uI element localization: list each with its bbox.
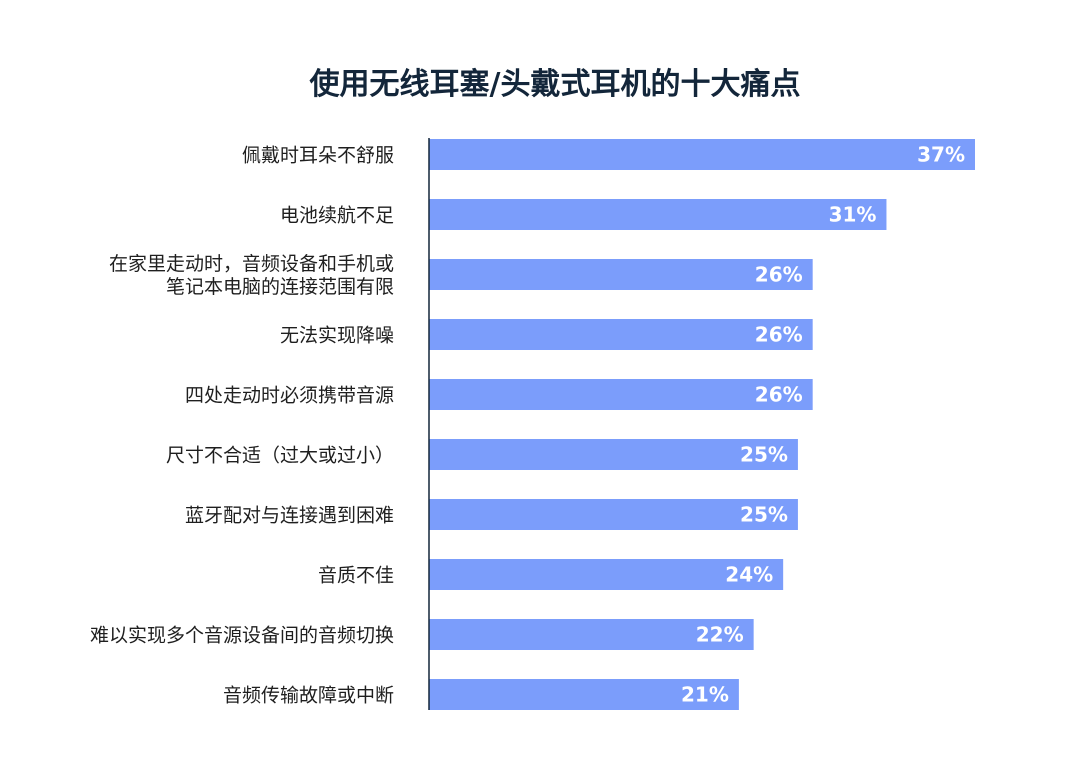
category-label: 在家里走动时，音频设备和手机或	[109, 253, 394, 275]
bar-value-label: 31%	[829, 203, 877, 227]
bar	[429, 619, 754, 650]
bar	[429, 259, 813, 290]
category-label: 难以实现多个音源设备间的音频切换	[90, 625, 394, 647]
bar-value-label: 26%	[755, 263, 803, 287]
bar-value-label: 26%	[755, 383, 803, 407]
value-labels: 37% 31% 26% 26% 26% 25% 25% 24% 22% 21%	[681, 143, 965, 707]
bar-value-label: 37%	[917, 143, 965, 167]
category-label: 音质不佳	[318, 565, 394, 587]
category-label: 电池续航不足	[280, 205, 394, 227]
bar	[429, 319, 813, 350]
bar-value-label: 22%	[696, 623, 744, 647]
category-labels: 佩戴时耳朵不舒服电池续航不足在家里走动时，音频设备和手机或笔记本电脑的连接范围有…	[90, 145, 394, 707]
chart-title: 使用无线耳塞/头戴式耳机的十大痛点	[309, 67, 801, 102]
category-label: 佩戴时耳朵不舒服	[242, 145, 394, 167]
bar	[429, 559, 784, 590]
bars-layer	[429, 139, 975, 710]
bar	[429, 199, 887, 230]
bar-value-label: 25%	[740, 443, 788, 467]
bar	[429, 379, 813, 410]
bar	[429, 679, 739, 710]
category-label: 笔记本电脑的连接范围有限	[166, 276, 394, 298]
category-label: 无法实现降噪	[280, 325, 394, 347]
bar	[429, 439, 798, 470]
bar-value-label: 21%	[681, 683, 729, 707]
bar	[429, 139, 975, 170]
bar-value-label: 26%	[755, 323, 803, 347]
category-label: 四处走动时必须携带音源	[185, 385, 394, 407]
category-label: 音频传输故障或中断	[223, 685, 394, 707]
bar-value-label: 25%	[740, 503, 788, 527]
bar	[429, 499, 798, 530]
category-label: 尺寸不合适（过大或过小）	[166, 445, 394, 467]
category-label: 蓝牙配对与连接遇到困难	[185, 505, 394, 527]
bar-value-label: 24%	[725, 563, 773, 587]
